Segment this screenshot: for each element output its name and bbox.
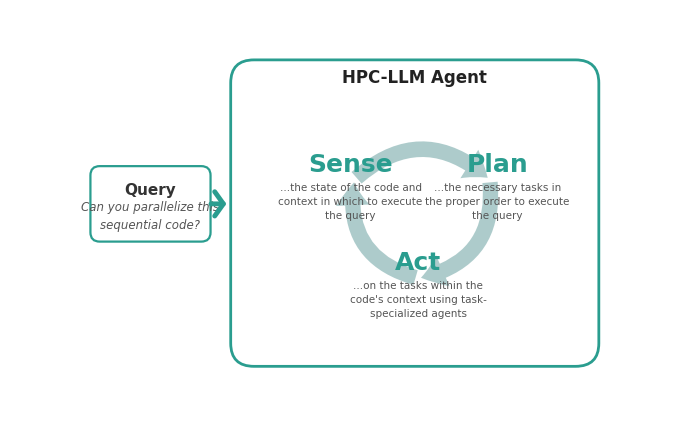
Text: Can you parallelize this
sequential code?: Can you parallelize this sequential code… [82, 201, 220, 232]
Text: ...the necessary tasks in
the proper order to execute
the query: ...the necessary tasks in the proper ord… [425, 183, 570, 221]
Text: Act: Act [395, 251, 441, 275]
Text: ...the state of the code and
context in which to execute
the query: ...the state of the code and context in … [279, 183, 423, 221]
FancyArrowPatch shape [336, 182, 418, 285]
FancyBboxPatch shape [90, 166, 211, 242]
Text: Plan: Plan [466, 152, 528, 176]
FancyArrowPatch shape [421, 182, 498, 286]
Text: HPC-LLM Agent: HPC-LLM Agent [342, 69, 487, 87]
Text: ...on the tasks within the
code's context using task-
specialized agents: ...on the tasks within the code's contex… [350, 281, 487, 319]
Text: Sense: Sense [308, 152, 393, 176]
FancyBboxPatch shape [231, 60, 599, 366]
Text: Query: Query [124, 182, 176, 197]
FancyArrowPatch shape [352, 141, 488, 184]
